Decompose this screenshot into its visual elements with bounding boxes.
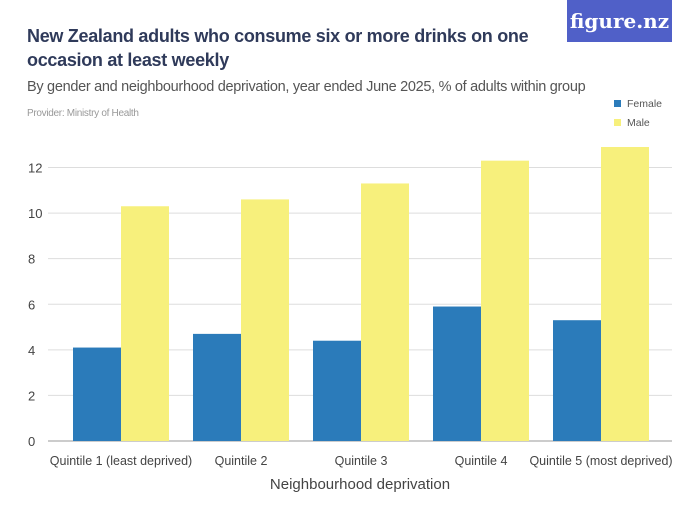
x-tick-label: Quintile 3 [335, 454, 388, 468]
y-tick-label: 6 [28, 297, 35, 312]
chart-subtitle: By gender and neighbourhood deprivation,… [27, 79, 586, 95]
y-tick-label: 0 [28, 434, 35, 449]
bar-male [601, 146, 649, 442]
figure-nz-logo[interactable]: figure.nz [567, 0, 672, 42]
legend-label: Female [627, 98, 662, 110]
x-axis-label: Neighbourhood deprivation [270, 476, 450, 493]
legend-swatch [614, 119, 621, 126]
bar-male [481, 160, 529, 441]
y-tick-label: 8 [28, 252, 35, 267]
y-tick-label: 4 [28, 343, 35, 358]
bar-male [241, 199, 289, 441]
bar-female [313, 340, 361, 441]
legend-label: Male [627, 117, 650, 129]
bar-male [121, 206, 169, 441]
bar-female [193, 333, 241, 441]
chart-title: New Zealand adults who consume six or mo… [27, 26, 529, 70]
legend-swatch [614, 100, 621, 107]
y-tick-label: 12 [28, 161, 42, 176]
x-tick-label: Quintile 1 (least deprived) [50, 454, 192, 468]
bar-female [433, 306, 481, 441]
x-tick-label: Quintile 4 [455, 454, 508, 468]
y-tick-label: 2 [28, 388, 35, 403]
x-tick-label: Quintile 2 [215, 454, 268, 468]
bar-female [73, 347, 121, 441]
y-tick-label: 10 [28, 206, 42, 221]
x-tick-label: Quintile 5 (most deprived) [529, 454, 672, 468]
bar-female [553, 320, 601, 441]
bar-male [361, 183, 409, 441]
provider-text: Provider: Ministry of Health [27, 108, 139, 119]
